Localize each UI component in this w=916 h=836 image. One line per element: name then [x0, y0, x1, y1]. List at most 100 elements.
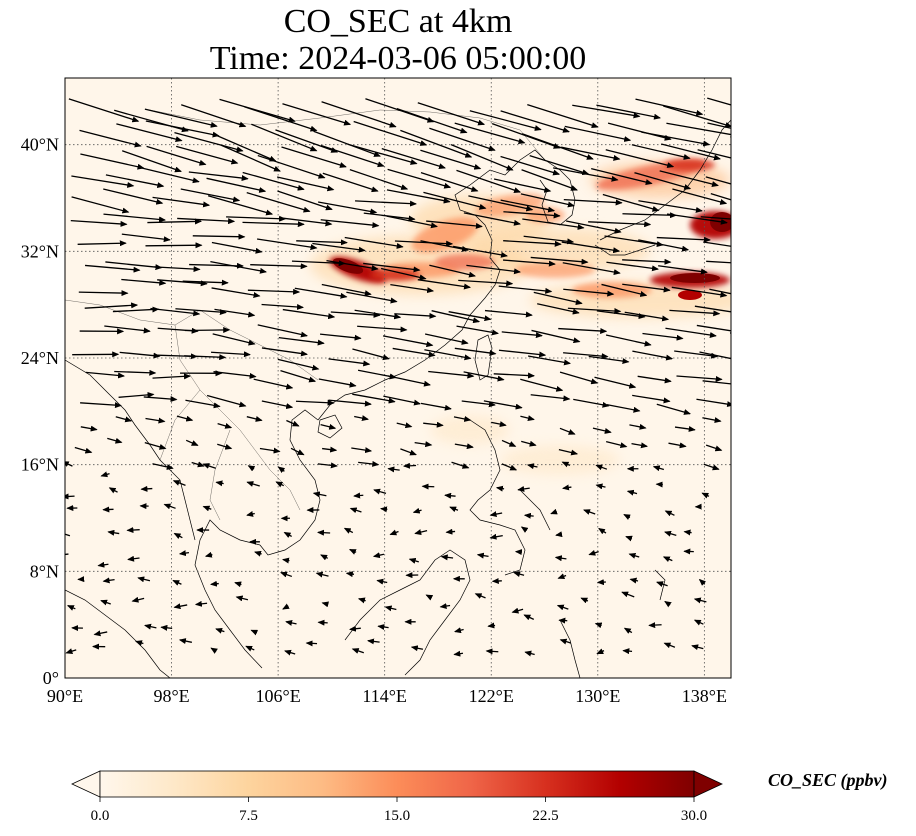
wind-arrow	[691, 644, 704, 651]
wind-arrow	[533, 291, 583, 305]
wind-arrow	[523, 614, 535, 621]
wind-arrow	[652, 465, 665, 472]
wind-arrow	[320, 144, 385, 168]
wind-arrow	[573, 398, 610, 408]
wind-arrow	[634, 172, 692, 190]
wind-arrow	[251, 123, 318, 152]
wind-arrow	[108, 487, 118, 494]
wind-arrow	[145, 242, 203, 249]
wind-arrow	[594, 376, 637, 389]
wind-arrow	[68, 98, 140, 123]
wind-arrow	[66, 605, 76, 611]
wind-arrow	[152, 463, 174, 470]
wind-arrow	[672, 188, 728, 205]
wind-arrow	[558, 327, 608, 334]
map-frame	[64, 77, 732, 679]
wind-arrow	[247, 288, 301, 295]
wind-arrow	[280, 571, 293, 578]
wind-arrow	[396, 422, 413, 429]
wind-arrow	[175, 308, 227, 316]
wind-arrow	[537, 303, 580, 315]
wind-arrow	[474, 593, 486, 599]
wind-arrow	[353, 492, 364, 499]
wind-arrow	[143, 396, 178, 403]
wind-arrow	[352, 393, 396, 404]
wind-arrow	[352, 348, 390, 361]
wind-arrow	[244, 106, 318, 132]
wind-arrow	[707, 122, 731, 129]
wind-arrow	[567, 307, 622, 315]
wind-arrow	[663, 105, 731, 128]
wind-arrow	[601, 283, 648, 297]
wind-arrow	[561, 146, 621, 161]
latitude-tick-label: 8°N	[30, 561, 59, 581]
wind-arrow	[642, 332, 684, 341]
wind-arrow	[628, 552, 640, 559]
wind-arrow	[463, 371, 505, 382]
wind-arrow	[638, 200, 703, 213]
wind-arrow	[425, 594, 434, 601]
wind-arrow	[137, 576, 151, 583]
wind-arrow	[458, 279, 514, 287]
longitude-tick-label: 106°E	[256, 686, 301, 706]
wind-arrow	[412, 507, 422, 514]
wind-arrow	[282, 308, 336, 320]
wind-arrow	[305, 640, 318, 647]
wind-arrow	[520, 526, 529, 533]
wind-arrow	[429, 127, 496, 152]
wind-arrow	[524, 650, 535, 657]
wind-arrow	[588, 549, 599, 556]
wind-arrow	[284, 649, 296, 656]
wind-arrow	[700, 216, 731, 220]
wind-arrow	[498, 285, 553, 294]
wind-arrow	[191, 461, 205, 468]
wind-arrow	[629, 577, 639, 584]
wind-arrow	[453, 650, 464, 657]
wind-arrow	[523, 512, 534, 519]
wind-arrow	[250, 629, 259, 636]
colorbar-tick-label: 7.5	[239, 808, 258, 824]
wind-arrow	[444, 492, 456, 499]
wind-arrow	[380, 267, 427, 281]
wind-arrow	[493, 372, 535, 379]
wind-arrow	[522, 218, 585, 231]
wind-arrow	[468, 195, 534, 212]
wind-arrow	[144, 623, 157, 630]
wind-arrow	[103, 213, 166, 223]
colorbar-tick-label: 22.5	[532, 808, 558, 824]
wind-arrow	[606, 440, 628, 449]
wind-arrow	[595, 464, 608, 471]
wind-arrow	[530, 256, 589, 265]
wind-arrow	[451, 461, 470, 469]
wind-arrow	[121, 233, 171, 243]
wind-arrow	[454, 627, 464, 634]
latitude-tick-label: 32°N	[21, 241, 59, 261]
wind-arrow	[487, 622, 496, 629]
wind-arrow	[313, 130, 381, 157]
wind-arrow	[483, 400, 523, 410]
wind-arrow	[207, 195, 274, 216]
wind-arrow	[211, 241, 263, 254]
wind-arrow	[485, 648, 499, 655]
wind-arrow	[658, 265, 708, 275]
wind-arrow	[527, 104, 599, 129]
wind-arrow	[563, 288, 615, 297]
longitude-tick-label: 98°E	[153, 686, 189, 706]
wind-arrow	[598, 527, 607, 535]
wind-arrow	[285, 620, 297, 626]
wind-arrow	[623, 514, 631, 520]
wind-arrow	[373, 488, 387, 495]
wind-arrow	[184, 326, 231, 333]
wind-arrow	[283, 531, 292, 538]
wind-arrow	[104, 325, 151, 334]
wind-arrow	[706, 260, 731, 264]
wind-arrow	[322, 172, 379, 193]
wind-arrow	[664, 510, 675, 517]
wind-arrow	[521, 169, 578, 191]
wind-arrow	[319, 333, 362, 341]
wind-arrow	[102, 577, 115, 584]
wind-arrow	[656, 236, 711, 243]
wind-arrow	[330, 311, 381, 318]
colorbar-tick-label: 0.0	[91, 808, 110, 824]
wind-arrow	[107, 529, 120, 536]
